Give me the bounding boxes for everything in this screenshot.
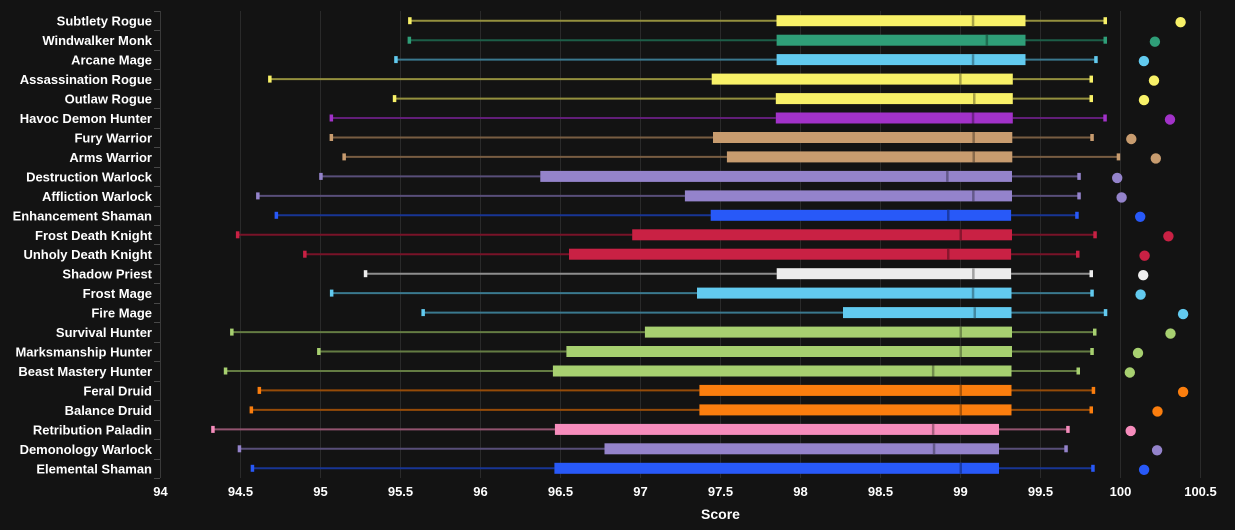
svg-text:98: 98 (793, 484, 807, 499)
svg-text:99.5: 99.5 (1028, 484, 1053, 499)
svg-text:Marksmanship Hunter: Marksmanship Hunter (15, 345, 152, 360)
svg-text:Frost Death Knight: Frost Death Knight (35, 228, 153, 243)
svg-text:96.5: 96.5 (548, 484, 573, 499)
svg-text:Fury Warrior: Fury Warrior (74, 131, 152, 146)
svg-text:Destruction Warlock: Destruction Warlock (26, 169, 153, 184)
svg-text:Outlaw Rogue: Outlaw Rogue (65, 92, 152, 107)
svg-text:Enhancement Shaman: Enhancement Shaman (13, 208, 152, 223)
svg-text:97.5: 97.5 (708, 484, 733, 499)
svg-text:Shadow Priest: Shadow Priest (62, 267, 152, 282)
svg-text:Frost Mage: Frost Mage (83, 286, 152, 301)
svg-text:Affliction Warlock: Affliction Warlock (42, 189, 153, 204)
svg-text:98.5: 98.5 (868, 484, 893, 499)
svg-text:Elemental Shaman: Elemental Shaman (36, 461, 152, 476)
svg-text:Windwalker Monk: Windwalker Monk (42, 33, 152, 48)
svg-text:94: 94 (153, 484, 168, 499)
svg-text:Score: Score (701, 506, 740, 522)
svg-text:96: 96 (473, 484, 487, 499)
svg-text:Survival Hunter: Survival Hunter (56, 325, 152, 340)
svg-text:99: 99 (953, 484, 967, 499)
svg-text:100.5: 100.5 (1184, 484, 1217, 499)
svg-text:95: 95 (313, 484, 327, 499)
svg-text:94.5: 94.5 (228, 484, 253, 499)
svg-text:Balance Druid: Balance Druid (65, 403, 152, 418)
svg-text:Demonology Warlock: Demonology Warlock (20, 442, 153, 457)
svg-text:Unholy Death Knight: Unholy Death Knight (23, 247, 152, 262)
svg-text:Arms Warrior: Arms Warrior (69, 150, 152, 165)
svg-text:95.5: 95.5 (388, 484, 413, 499)
svg-text:100: 100 (1110, 484, 1132, 499)
svg-text:Arcane Mage: Arcane Mage (71, 53, 152, 68)
svg-text:Assassination Rogue: Assassination Rogue (20, 72, 152, 87)
svg-text:Retribution Paladin: Retribution Paladin (33, 422, 152, 437)
svg-text:Subtlety Rogue: Subtlety Rogue (57, 14, 152, 29)
svg-text:Feral Druid: Feral Druid (83, 383, 152, 398)
svg-text:Fire Mage: Fire Mage (91, 306, 152, 321)
svg-text:97: 97 (633, 484, 647, 499)
svg-text:Havoc Demon Hunter: Havoc Demon Hunter (20, 111, 152, 126)
svg-text:Beast Mastery Hunter: Beast Mastery Hunter (18, 364, 152, 379)
